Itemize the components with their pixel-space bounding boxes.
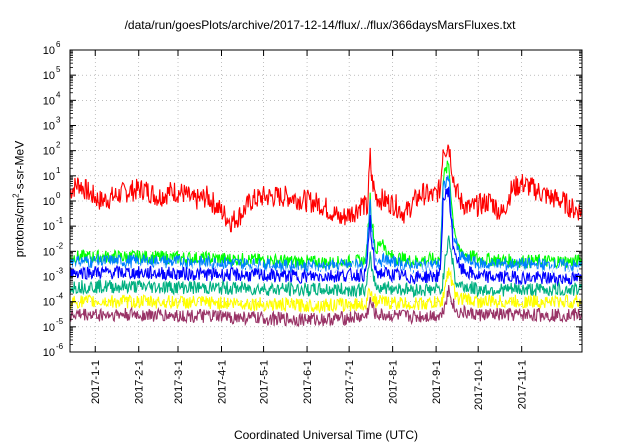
y-tick-exponent: 5 <box>56 65 61 74</box>
chart-title: /data/run/goesPlots/archive/2017-12-14/f… <box>124 18 516 32</box>
y-axis-label-sup: 2 <box>11 193 21 198</box>
x-tick-label: 2017-9-1 <box>431 360 443 404</box>
x-axis-label: Coordinated Universal Time (UTC) <box>233 428 419 442</box>
x-tick-label: 2017-8-1 <box>388 360 400 404</box>
series-line <box>69 175 583 275</box>
y-tick-label: 10 <box>43 347 55 359</box>
x-tick-label: 2017-1-1 <box>90 360 102 404</box>
y-tick-exponent: 4 <box>56 90 61 99</box>
y-tick-exponent: -2 <box>56 241 64 250</box>
y-tick-label: 10 <box>43 70 55 82</box>
x-tick-label: 2017-2-1 <box>134 360 146 404</box>
x-tick-label: 2017-3-1 <box>173 360 185 404</box>
y-tick-exponent: 6 <box>56 40 61 49</box>
y-tick-exponent: -5 <box>56 317 64 326</box>
series-line <box>69 186 583 287</box>
y-tick-label: 10 <box>43 272 55 284</box>
series-line <box>69 160 583 271</box>
y-tick-exponent: -6 <box>56 342 64 351</box>
series-line <box>69 235 583 299</box>
y-tick-exponent: 2 <box>56 141 61 150</box>
x-tick-label: 2017-10-1 <box>473 360 485 410</box>
y-tick-exponent: -3 <box>56 267 64 276</box>
y-tick-label: 10 <box>43 322 55 334</box>
y-tick-exponent: -1 <box>56 216 64 225</box>
y-axis-label-tail: -s-sr-MeV <box>12 140 27 194</box>
y-tick-label: 10 <box>43 121 55 133</box>
y-tick-label: 10 <box>43 246 55 258</box>
y-tick-exponent: -4 <box>56 292 64 301</box>
series-line <box>69 284 583 328</box>
x-tick-label: 2017-6-1 <box>302 360 314 404</box>
x-tick-label: 2017-4-1 <box>216 360 228 404</box>
y-tick-label: 10 <box>43 196 55 208</box>
y-tick-label: 10 <box>43 221 55 233</box>
x-tick-label: 2017-7-1 <box>344 360 356 404</box>
y-tick-label: 10 <box>43 297 55 309</box>
series-line <box>69 267 583 314</box>
x-tick-label: 2017-11-1 <box>517 360 529 409</box>
series-line <box>69 144 583 233</box>
y-tick-label: 10 <box>43 95 55 107</box>
y-axis-label-main: protons/cm <box>12 197 27 258</box>
x-tick-label: 2017-5-1 <box>259 360 271 404</box>
y-axis-label: protons/cm2-s-sr-MeV <box>12 141 27 257</box>
y-tick-exponent: 0 <box>56 191 61 200</box>
y-tick-label: 10 <box>43 45 55 57</box>
y-tick-exponent: 3 <box>56 116 61 125</box>
y-tick-exponent: 1 <box>56 166 61 175</box>
y-tick-label: 10 <box>43 171 55 183</box>
y-tick-label: 10 <box>43 146 55 158</box>
